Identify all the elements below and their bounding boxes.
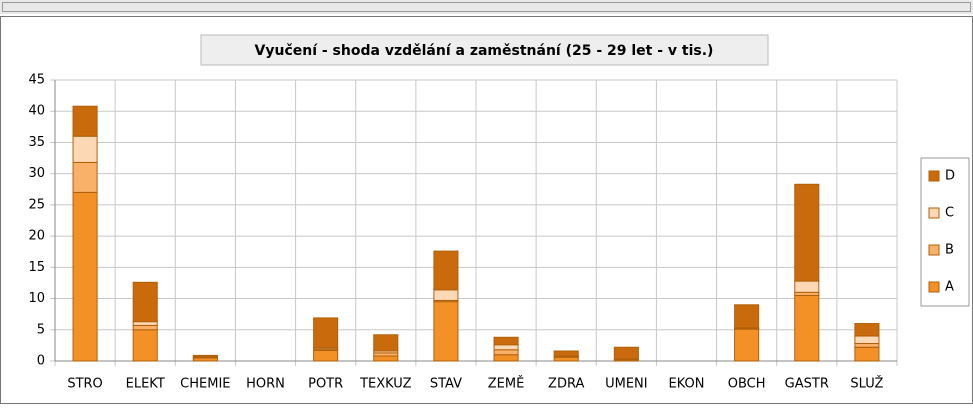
bar-segment [373,334,399,352]
bar-segment [433,289,459,301]
bar-segment [433,250,459,291]
bar-segment [72,191,98,362]
bar-segment [72,161,98,193]
bar-segment [854,323,880,337]
bar-segment [493,354,519,362]
bar-segment [313,349,339,362]
bar-segment [433,301,459,362]
legend-swatch [928,207,940,219]
y-tick-label: 5 [37,322,45,337]
y-tick-label: 20 [28,229,45,244]
legend-swatch [928,244,940,256]
bar-segment [794,280,820,293]
bar-segment [553,356,579,362]
bar-segment [493,344,519,351]
y-tick-label: 10 [28,291,45,306]
x-tick-label: GASTR [785,377,829,392]
x-tick-label: ZEMĚ [488,376,525,392]
y-tick-label: 15 [28,260,45,275]
bar-segment [854,343,880,348]
x-tick-label: TEXKUZ [359,377,412,392]
x-tick-label: UMENI [605,377,648,392]
x-tick-label: HORN [246,377,285,392]
window-strip [0,0,973,14]
x-tick-label: POTR [308,377,343,392]
legend-box [920,157,970,307]
bar-segment [373,355,399,362]
bar-segment [553,350,579,357]
x-tick-label: CHEMIE [180,377,230,392]
y-tick-label: 35 [28,135,45,150]
bar-segment [72,135,98,163]
legend-label: A [945,280,954,295]
bar-segment [493,349,519,356]
bar-segment [794,183,820,282]
x-tick-label: STAV [430,377,462,392]
legend-label: B [945,243,954,258]
chart-title: Vyučení - shoda vzdělání a zaměstnání (2… [255,43,714,59]
window-frame [2,2,971,12]
legend-swatch [928,281,940,293]
bar-segment [132,281,158,323]
x-tick-label: STRO [67,377,102,392]
y-tick-label: 30 [28,166,45,181]
bar-segment [734,304,760,329]
bar-segment [132,321,158,326]
bar-segment [854,346,880,362]
bar-segment [192,354,218,358]
x-tick-label: ELEKT [126,377,165,392]
y-tick-label: 25 [28,197,45,212]
x-tick-label: SLUŽ [850,376,883,392]
bar-segment [132,329,158,362]
x-tick-label: EKON [669,377,705,392]
bar-segment [493,336,519,346]
x-tick-label: OBCH [728,377,766,392]
x-tick-label: ZDRA [548,377,584,392]
y-tick-label: 0 [37,354,45,369]
title-box [200,34,769,66]
legend-label: C [945,206,954,221]
y-tick-label: 40 [28,104,45,119]
bar-segment [734,328,760,362]
bar-segment [132,324,158,331]
bar-segment [313,317,339,349]
legend-swatch [928,170,940,182]
bar-segment [854,335,880,345]
bar-segment [794,294,820,362]
bar-segment [72,105,98,137]
y-tick-label: 45 [28,73,45,88]
bar-segment [613,346,639,360]
legend-label: D [945,169,955,184]
